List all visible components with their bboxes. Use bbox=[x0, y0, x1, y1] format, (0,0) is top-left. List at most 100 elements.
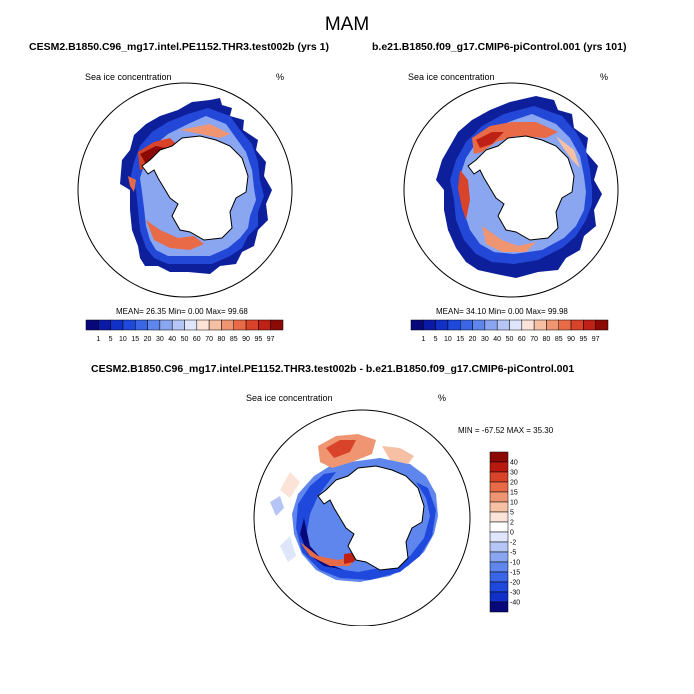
colorbar-tick-label: 85 bbox=[230, 336, 238, 343]
colorbar-swatch bbox=[410, 319, 424, 331]
panel-a-polar-map bbox=[77, 82, 293, 298]
colorbar-tick-label: 97 bbox=[267, 336, 275, 343]
panel-c-title: CESM2.B1850.C96_mg17.intel.PE1152.THR3.t… bbox=[91, 363, 575, 375]
panel-c-polar-map bbox=[253, 409, 471, 626]
colorbar-swatch bbox=[447, 319, 461, 331]
colorbar-tick-label: 50 bbox=[506, 336, 514, 343]
colorbar-tick-label: 30 bbox=[156, 336, 164, 343]
colorbar-swatch bbox=[221, 319, 234, 331]
panel-a-variable-label: Sea ice concentration bbox=[85, 72, 172, 82]
colorbar-tick-label: 10 bbox=[444, 336, 452, 343]
panel-c-stats: MIN = -67.52 MAX = 35.30 bbox=[458, 426, 554, 435]
colorbar-swatch bbox=[435, 319, 449, 331]
colorbar-swatch bbox=[489, 471, 509, 483]
colorbar-tick-label: 10 bbox=[510, 500, 518, 507]
colorbar-tick-label: 60 bbox=[518, 336, 526, 343]
colorbar-swatch bbox=[270, 319, 284, 331]
colorbar-swatch bbox=[546, 319, 559, 331]
colorbar-tick-label: 15 bbox=[131, 336, 139, 343]
colorbar-swatch bbox=[489, 531, 509, 543]
colorbar-swatch bbox=[489, 591, 509, 603]
panel-b-stats: MEAN= 34.10 Min= 0.00 Max= 99.98 bbox=[436, 307, 568, 316]
colorbar-swatch bbox=[147, 319, 161, 331]
colorbar-swatch bbox=[85, 319, 99, 331]
colorbar-swatch bbox=[489, 571, 509, 583]
panel-b-variable-label: Sea ice concentration bbox=[408, 72, 495, 82]
panel-a-stats: MEAN= 26.35 Min= 0.00 Max= 99.68 bbox=[116, 307, 248, 316]
colorbar-tick-label: 30 bbox=[481, 336, 489, 343]
colorbar-swatch bbox=[489, 461, 509, 473]
panel-a-units-label: % bbox=[276, 72, 285, 82]
colorbar-tick-label: 95 bbox=[579, 336, 587, 343]
colorbar-swatch bbox=[233, 319, 247, 331]
colorbar-swatch bbox=[496, 319, 510, 331]
colorbar-swatch bbox=[489, 491, 509, 503]
colorbar-tick-label: 5 bbox=[109, 336, 113, 343]
colorbar-tick-label: 5 bbox=[434, 336, 438, 343]
colorbar-swatch bbox=[460, 319, 473, 331]
colorbar-tick-label: 85 bbox=[555, 336, 563, 343]
colorbar-tick-label: -10 bbox=[510, 560, 520, 567]
colorbar-swatch bbox=[135, 319, 148, 331]
colorbar-tick-label: 20 bbox=[144, 336, 152, 343]
colorbar-swatch bbox=[245, 319, 259, 331]
colorbar-tick-label: -30 bbox=[510, 590, 520, 597]
colorbar-tick-label: 15 bbox=[510, 490, 518, 497]
colorbar-tick-label: -5 bbox=[510, 550, 516, 557]
colorbar-swatch bbox=[122, 319, 136, 331]
colorbar-swatch bbox=[489, 501, 509, 513]
colorbar-swatch bbox=[489, 561, 509, 573]
colorbar-tick-label: 95 bbox=[254, 336, 262, 343]
colorbar-swatch bbox=[521, 319, 535, 331]
colorbar-tick-label: 90 bbox=[242, 336, 250, 343]
colorbar-swatch bbox=[472, 319, 486, 331]
panel-b-title: b.e21.B1850.f09_g17.CMIP6-piControl.001 … bbox=[372, 41, 627, 53]
colorbar-swatch bbox=[484, 319, 498, 331]
colorbar-swatch bbox=[570, 319, 584, 331]
colorbar-swatch bbox=[110, 319, 124, 331]
colorbar-swatch bbox=[489, 521, 509, 533]
colorbar-swatch bbox=[423, 319, 436, 331]
colorbar-swatch bbox=[489, 581, 509, 593]
figure-title: MAM bbox=[324, 14, 370, 35]
colorbar-swatch bbox=[196, 319, 210, 331]
colorbar-tick-label: 40 bbox=[168, 336, 176, 343]
colorbar-swatch bbox=[489, 451, 509, 463]
colorbar-tick-label: 5 bbox=[510, 510, 514, 517]
colorbar-tick-label: 10 bbox=[119, 336, 127, 343]
panel-b-polar-map bbox=[403, 82, 619, 298]
colorbar-tick-label: 1 bbox=[421, 336, 425, 343]
colorbar-swatch bbox=[258, 319, 271, 331]
colorbar-swatch bbox=[489, 541, 509, 553]
colorbar-tick-label: -40 bbox=[510, 600, 520, 607]
panel-b-colorbar: 1 5 10 15 20 30 40 50 60 70 80 85 90 95 97 bbox=[410, 319, 609, 343]
colorbar-swatch bbox=[583, 319, 596, 331]
colorbar-tick-label: 15 bbox=[456, 336, 464, 343]
colorbar-tick-label: -2 bbox=[510, 540, 516, 547]
colorbar-tick-label: 40 bbox=[493, 336, 501, 343]
colorbar-swatch bbox=[159, 319, 173, 331]
colorbar-tick-label: 60 bbox=[193, 336, 201, 343]
colorbar-tick-label: -20 bbox=[510, 580, 520, 587]
colorbar-tick-label: -15 bbox=[510, 570, 520, 577]
colorbar-tick-label: 20 bbox=[510, 480, 518, 487]
colorbar-tick-label: 80 bbox=[543, 336, 551, 343]
colorbar-tick-label: 30 bbox=[510, 470, 518, 477]
colorbar-tick-label: 70 bbox=[205, 336, 213, 343]
colorbar-swatch bbox=[489, 511, 509, 523]
colorbar-tick-label: 40 bbox=[510, 460, 518, 467]
colorbar-swatch bbox=[558, 319, 572, 331]
panel-c-variable-label: Sea ice concentration bbox=[246, 393, 333, 403]
colorbar-swatch bbox=[98, 319, 111, 331]
colorbar-swatch bbox=[171, 319, 185, 331]
colorbar-swatch bbox=[509, 319, 523, 331]
colorbar-swatch bbox=[489, 551, 509, 563]
colorbar-swatch bbox=[595, 319, 609, 331]
panel-b-units-label: % bbox=[600, 72, 609, 82]
colorbar-tick-label: 1 bbox=[96, 336, 100, 343]
colorbar-tick-label: 0 bbox=[510, 530, 514, 537]
panel-a-colorbar: 1 5 10 15 20 30 40 50 60 70 80 85 90 95 97 bbox=[85, 319, 284, 343]
colorbar-tick-label: 50 bbox=[181, 336, 189, 343]
panel-a-title: CESM2.B1850.C96_mg17.intel.PE1152.THR3.t… bbox=[29, 41, 329, 53]
